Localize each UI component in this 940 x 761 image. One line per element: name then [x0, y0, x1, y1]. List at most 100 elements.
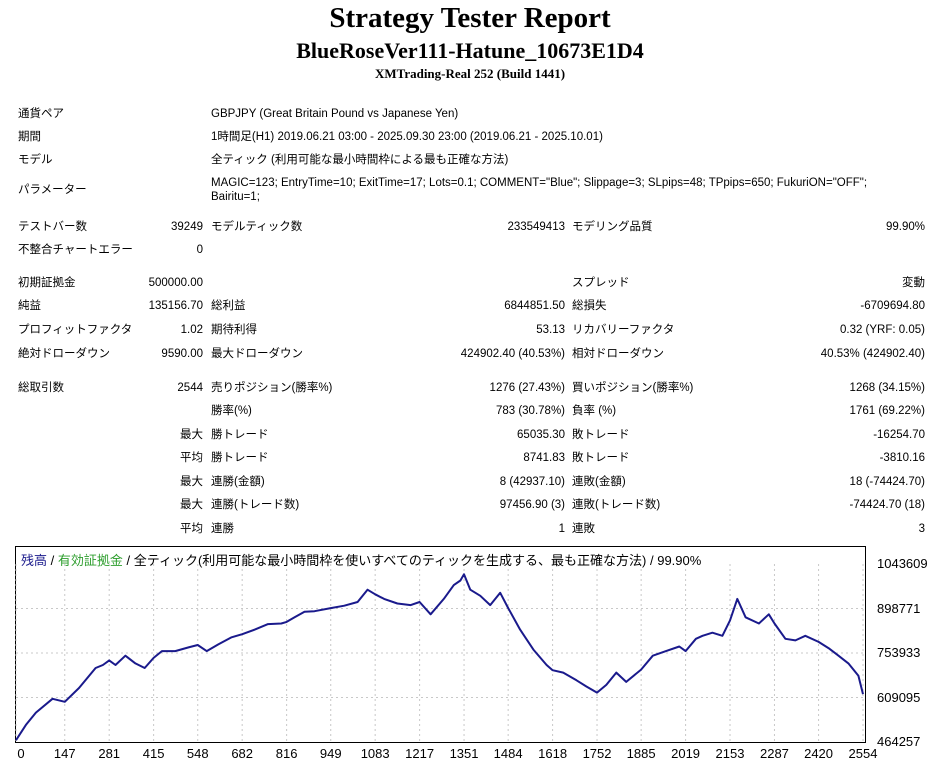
consec-win-cnt-value: 97456.90 (3): [499, 499, 565, 511]
max-dd-value: 424902.40 (40.53%): [460, 348, 565, 360]
pf-label: プロフィットファクタ: [18, 324, 133, 336]
expert-name: BlueRoseVer111-Hatune_10673E1D4: [296, 38, 644, 63]
server-build: XMTrading-Real 252 (Build 1441): [374, 66, 566, 81]
period-label: 期間: [18, 131, 41, 143]
balance-chart: 残高 / 有効証拠金 / 全ティック(利用可能な最小時間枠を使いすべてのティック…: [15, 546, 936, 761]
x-tick-label: 1217: [405, 746, 435, 761]
param-label: パラメーター: [18, 184, 87, 196]
avg-consec-loss-value: 3: [918, 523, 925, 535]
short-value: 1276 (27.43%): [489, 382, 565, 394]
legend-sep-2: /: [122, 553, 134, 568]
recovery-value: 0.32 (YRF: 0.05): [839, 324, 925, 336]
y-tick-label: 609095: [877, 689, 921, 705]
y-tick-label: 898771: [877, 600, 921, 616]
consec-win-cnt-label: 連勝(トレード数): [211, 499, 300, 511]
net-value: 135156.70: [148, 300, 203, 312]
deposit-value: 500000.00: [148, 277, 203, 289]
x-tick-label: 548: [186, 746, 209, 761]
largest-prefix: 最大: [180, 429, 203, 441]
lossrate-label: 負率 (%): [572, 405, 617, 417]
param-value: MAGIC=123; EntryTime=10; ExitTime=17; Lo…: [211, 177, 868, 203]
expected-value: 53.13: [536, 324, 565, 336]
quality-label: モデリング品質: [572, 221, 653, 233]
expected-label: 期待利得: [211, 324, 257, 336]
series-group: [15, 573, 864, 741]
spread-label: スプレッド: [572, 277, 630, 289]
pf-value: 1.02: [180, 324, 203, 336]
rel-dd-label: 相対ドローダウン: [572, 348, 664, 360]
deposit-label: 初期証拠金: [18, 277, 76, 289]
bars-value: 39249: [171, 221, 203, 233]
x-tick-label: 682: [231, 746, 254, 761]
x-tick-label: 2554: [848, 746, 878, 761]
x-tick-label: 1885: [626, 746, 656, 761]
gross-loss-value: -6709694.80: [860, 300, 925, 312]
largest-win-value: 65035.30: [517, 429, 565, 441]
x-tick-label: 2153: [715, 746, 745, 761]
x-tick-label: 415: [142, 746, 165, 761]
legend-balance: 残高: [21, 553, 48, 568]
long-label: 買いポジション(勝率%): [572, 382, 694, 394]
max2-prefix: 最大: [180, 499, 203, 511]
legend-equity: 有効証拠金: [57, 553, 123, 568]
spread-value: 変動: [902, 277, 925, 289]
gross-profit-value: 6844851.50: [504, 300, 565, 312]
legend-sep-1: /: [47, 553, 58, 568]
net-label: 純益: [18, 300, 41, 312]
gross-profit-label: 総利益: [211, 300, 246, 312]
ticks-value: 233549413: [507, 221, 565, 233]
x-tick-label: 1752: [582, 746, 612, 761]
x-tick-label: 949: [319, 746, 342, 761]
x-tick-label: 1618: [538, 746, 568, 761]
x-tick-label: 1484: [493, 746, 523, 761]
legend-description: 全ティック(利用可能な最小時間枠を使いすべてのティックを生成する、最も正確な方法…: [133, 553, 702, 568]
bars-label: テストバー数: [18, 221, 87, 233]
avg-loss-label: 敗トレード: [572, 452, 630, 464]
largest-win-label: 勝トレード: [211, 429, 269, 441]
quality-value: 99.90%: [885, 221, 925, 233]
x-tick-label: 281: [98, 746, 121, 761]
x-tick-label: 2420: [804, 746, 834, 761]
x-tick-label: 2287: [759, 746, 789, 761]
consec-loss-amt-label: 連敗(金額): [572, 476, 626, 488]
consec-loss-cnt-value: -74424.70 (18): [849, 499, 925, 511]
max1-prefix: 最大: [180, 476, 203, 488]
avg-consec-win-value: 1: [558, 523, 565, 535]
avg-consec-win-label: 連勝: [211, 523, 234, 535]
lossrate-value: 1761 (69.22%): [849, 405, 925, 417]
mismatch-value: 0: [196, 244, 203, 256]
y-tick-label: 753933: [877, 645, 921, 660]
consec-loss-amt-value: 18 (-74424.70): [849, 476, 925, 488]
consec-loss-cnt-label: 連敗(トレード数): [572, 499, 661, 511]
chart-legend: 残高 / 有効証拠金 / 全ティック(利用可能な最小時間枠を使いすべてのティック…: [21, 550, 701, 569]
short-label: 売りポジション(勝率%): [211, 382, 333, 394]
grid: [15, 564, 865, 742]
abs-dd-value: 9590.00: [161, 348, 203, 360]
pair-value: GBPJPY (Great Britain Pound vs Japanese …: [211, 108, 459, 120]
long-value: 1268 (34.15%): [849, 382, 925, 394]
avg2-prefix: 平均: [180, 523, 203, 535]
y-tick-label: 1043609: [877, 556, 928, 571]
report-title: Strategy Tester Report: [329, 2, 611, 34]
ticks-label: モデルティック数: [211, 221, 303, 233]
largest-loss-label: 敗トレード: [572, 429, 630, 441]
x-tick-label: 0: [17, 746, 25, 761]
total-trades-label: 総取引数: [18, 382, 64, 394]
plot-frame: [15, 546, 866, 743]
recovery-label: リカバリーファクタ: [572, 324, 675, 336]
avg-loss-value: -3810.16: [879, 452, 925, 464]
model-value: 全ティック (利用可能な最小時間枠による最も正確な方法): [211, 154, 509, 166]
winrate-label: 勝率(%): [211, 405, 252, 417]
consec-win-amt-value: 8 (42937.10): [499, 476, 565, 488]
x-tick-label: 2019: [671, 746, 701, 761]
total-trades-value: 2544: [177, 382, 203, 394]
x-tick-label: 1351: [449, 746, 479, 761]
abs-dd-label: 絶対ドローダウン: [18, 348, 110, 360]
period-value: 1時間足(H1) 2019.06.21 03:00 - 2025.09.30 2…: [211, 131, 603, 143]
model-label: モデル: [18, 154, 53, 166]
pair-label: 通貨ペア: [18, 108, 64, 120]
x-tick-label: 816: [275, 746, 298, 761]
chart-canvas: [15, 546, 866, 743]
rel-dd-value: 40.53% (424902.40): [820, 348, 925, 360]
x-tick-label: 147: [53, 746, 76, 761]
